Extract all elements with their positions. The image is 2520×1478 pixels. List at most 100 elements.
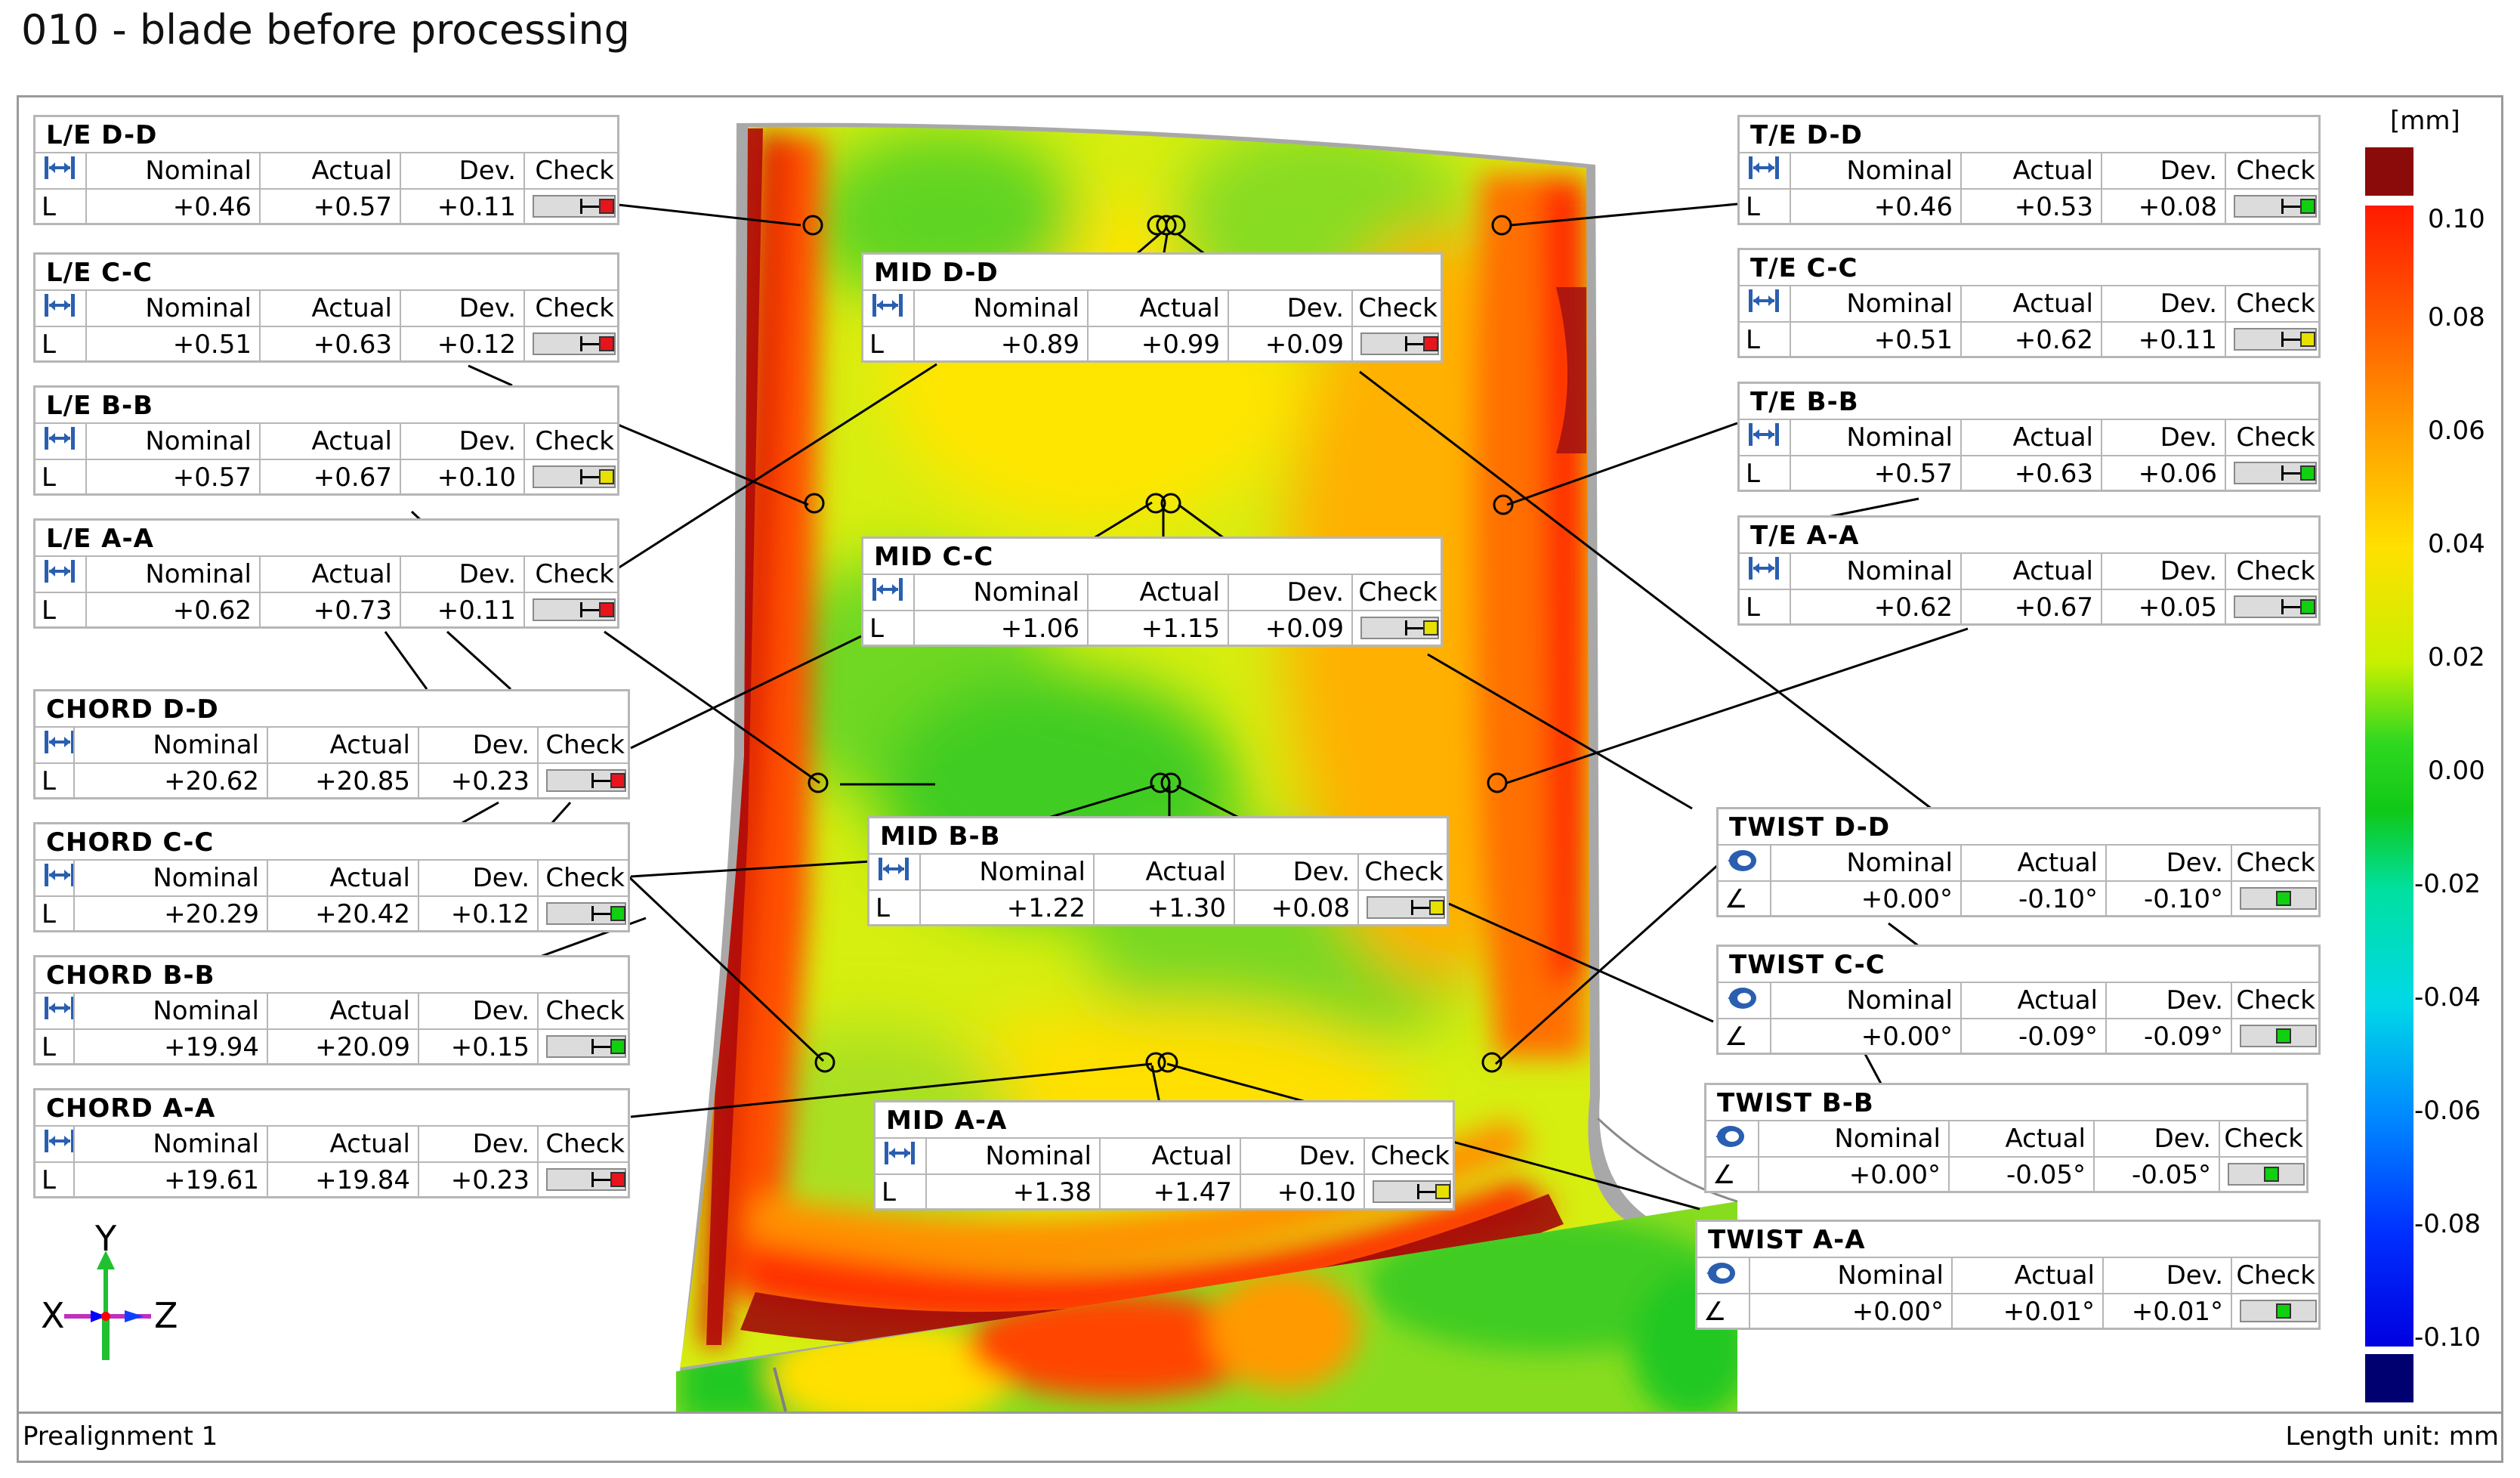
measurement-panel[interactable]: T/E C-C Nominal Actual Dev. Check L +0.51 +0.62…	[1737, 248, 2321, 358]
column-header: Check	[1363, 1139, 1457, 1173]
cell-value: +0.10	[400, 460, 523, 495]
panel-value-row: ∠ +0.00° -0.10° -0.10°	[1719, 880, 2318, 917]
measurement-panel[interactable]: L/E B-B Nominal Actual Dev. Check L +0.57 +0.67…	[33, 385, 619, 496]
length-icon	[863, 291, 913, 326]
column-header: Dev.	[418, 994, 537, 1028]
measurement-panel[interactable]: CHORD A-A Nominal Actual Dev. Check L +19.61 +1…	[33, 1088, 630, 1198]
measurement-panel[interactable]: T/E D-D Nominal Actual Dev. Check L +0.46 +0.53…	[1737, 115, 2321, 225]
column-header: Check	[2231, 846, 2323, 880]
column-header: Nominal	[913, 575, 1087, 610]
cell-value: +0.51	[85, 327, 259, 362]
cell-value: -0.09°	[1960, 1019, 2105, 1054]
measurement-panel[interactable]: TWIST B-B Nominal Actual Dev. Check ∠ +0.00° -0…	[1704, 1083, 2308, 1193]
column-header: Dev.	[1228, 575, 1351, 610]
cell-value: +1.30	[1093, 891, 1234, 926]
panel-header-row: Nominal Actual Dev. Check	[36, 152, 617, 188]
measurement-panel[interactable]: TWIST C-C Nominal Actual Dev. Check ∠ +0.00° -0…	[1716, 945, 2321, 1055]
cell-value: +0.11	[400, 593, 523, 628]
panel-value-row: L +1.06 +1.15 +0.09	[863, 610, 1441, 646]
status-marker	[1423, 620, 1438, 635]
cell-value: +20.85	[267, 764, 418, 799]
panel-header-row: Nominal Actual Dev. Check	[876, 1137, 1453, 1173]
panel-title: MID D-D	[874, 258, 999, 288]
panel-title: MID C-C	[874, 542, 994, 572]
check-bar	[546, 1035, 626, 1058]
cell-value: +1.38	[925, 1175, 1099, 1210]
cell-value: L	[869, 614, 884, 644]
panel-header-row: Nominal Actual Dev. Check	[1697, 1257, 2318, 1293]
panel-title: L/E B-B	[46, 391, 154, 421]
column-header: Actual	[259, 557, 400, 592]
measurement-panel[interactable]: MID A-A Nominal Actual Dev. Check L +1.38 +1.47…	[873, 1100, 1455, 1211]
measurement-panel[interactable]: L/E C-C Nominal Actual Dev. Check L +0.51 +0.63…	[33, 252, 619, 363]
legend-over-swatch	[2365, 147, 2413, 196]
column-header: Actual	[1099, 1139, 1240, 1173]
panel-header-row: Nominal Actual Dev. Check	[36, 555, 617, 592]
length-icon	[863, 575, 913, 610]
panel-value-row: L +0.46 +0.53 +0.08	[1740, 188, 2318, 224]
axis-y-label: Y	[95, 1218, 117, 1259]
cell-value: L	[42, 329, 56, 360]
length-icon	[36, 424, 85, 459]
cell-value: ∠	[1703, 1297, 1727, 1327]
twist-icon	[1719, 983, 1770, 1018]
column-header: Dev.	[2101, 153, 2225, 188]
status-marker	[610, 1172, 625, 1187]
measurement-panel[interactable]: MID C-C Nominal Actual Dev. Check L +1.06 +1.15…	[861, 536, 1443, 647]
column-header: Nominal	[85, 424, 259, 459]
column-header: Actual	[259, 153, 400, 188]
cell-value: L	[42, 899, 56, 929]
measurement-panel[interactable]: L/E A-A Nominal Actual Dev. Check L +0.62 +0.73…	[33, 518, 619, 629]
cell-value: +20.62	[73, 764, 267, 799]
measurement-panel[interactable]: TWIST A-A Nominal Actual Dev. Check ∠ +0.00° +0…	[1695, 1220, 2321, 1330]
legend-tick: 0.06	[2428, 416, 2485, 446]
measurement-panel[interactable]: CHORD B-B Nominal Actual Dev. Check L +19.94 +2…	[33, 955, 630, 1065]
measurement-panel[interactable]: MID D-D Nominal Actual Dev. Check L +0.89 +0.99…	[861, 252, 1443, 363]
panel-value-row: L +0.62 +0.67 +0.05	[1740, 589, 2318, 625]
status-marker	[599, 199, 614, 214]
measurement-panel[interactable]: CHORD D-D Nominal Actual Dev. Check L +20.62 +2…	[33, 689, 630, 799]
status-marker	[1423, 336, 1438, 351]
panel-value-row: L +1.22 +1.30 +0.08	[869, 889, 1447, 926]
check-indicator	[523, 190, 622, 224]
status-marker	[2276, 1303, 2291, 1319]
panel-title: T/E B-B	[1750, 387, 1859, 417]
legend-gradient	[2365, 206, 2413, 1347]
measurement-panel[interactable]: L/E D-D Nominal Actual Dev. Check L +0.46 +0.57…	[33, 115, 619, 225]
legend-tick: 0.00	[2428, 756, 2485, 786]
cell-value: +0.89	[913, 327, 1087, 362]
legend-unit: [mm]	[2390, 106, 2460, 136]
check-indicator	[1363, 1175, 1457, 1210]
panel-header-row: Nominal Actual Dev. Check	[1706, 1120, 2306, 1156]
check-bar	[2240, 1025, 2317, 1047]
measurement-panel[interactable]: CHORD C-C Nominal Actual Dev. Check L +20.29 +2…	[33, 822, 630, 932]
check-bar	[2234, 595, 2317, 618]
measurement-panel[interactable]: T/E A-A Nominal Actual Dev. Check L +0.62 +0.67…	[1737, 515, 2321, 626]
cell-value: +20.09	[267, 1030, 418, 1065]
measurement-panel[interactable]: TWIST D-D Nominal Actual Dev. Check ∠ +0.00° -0…	[1716, 807, 2321, 917]
column-header: Dev.	[418, 728, 537, 762]
check-bar	[546, 902, 626, 925]
cell-value: L	[876, 893, 890, 923]
cell-value: +0.67	[259, 460, 400, 495]
panel-value-row: L +19.61 +19.84 +0.23	[36, 1161, 628, 1198]
check-bar	[2234, 195, 2317, 218]
check-bar	[546, 769, 626, 792]
cell-value: +0.62	[85, 593, 259, 628]
column-header: Nominal	[1758, 1121, 1948, 1156]
check-indicator	[2225, 323, 2323, 357]
twist-icon	[1719, 846, 1770, 880]
column-header: Actual	[1960, 286, 2101, 321]
panel-title: T/E C-C	[1750, 253, 1858, 283]
cell-value: -0.09°	[2105, 1019, 2231, 1054]
check-indicator	[2219, 1158, 2311, 1192]
status-marker	[610, 773, 625, 788]
measurement-panel[interactable]: T/E B-B Nominal Actual Dev. Check L +0.57 +0.63…	[1737, 382, 2321, 492]
column-header: Actual	[1960, 554, 2101, 589]
cell-value: +0.00°	[1749, 1294, 1951, 1329]
column-header: Nominal	[73, 861, 267, 895]
cell-value: +0.53	[1960, 190, 2101, 224]
cell-value: +1.22	[919, 891, 1093, 926]
cell-value: +0.62	[1960, 323, 2101, 357]
measurement-panel[interactable]: MID B-B Nominal Actual Dev. Check L +1.22 +1.30…	[867, 816, 1449, 926]
